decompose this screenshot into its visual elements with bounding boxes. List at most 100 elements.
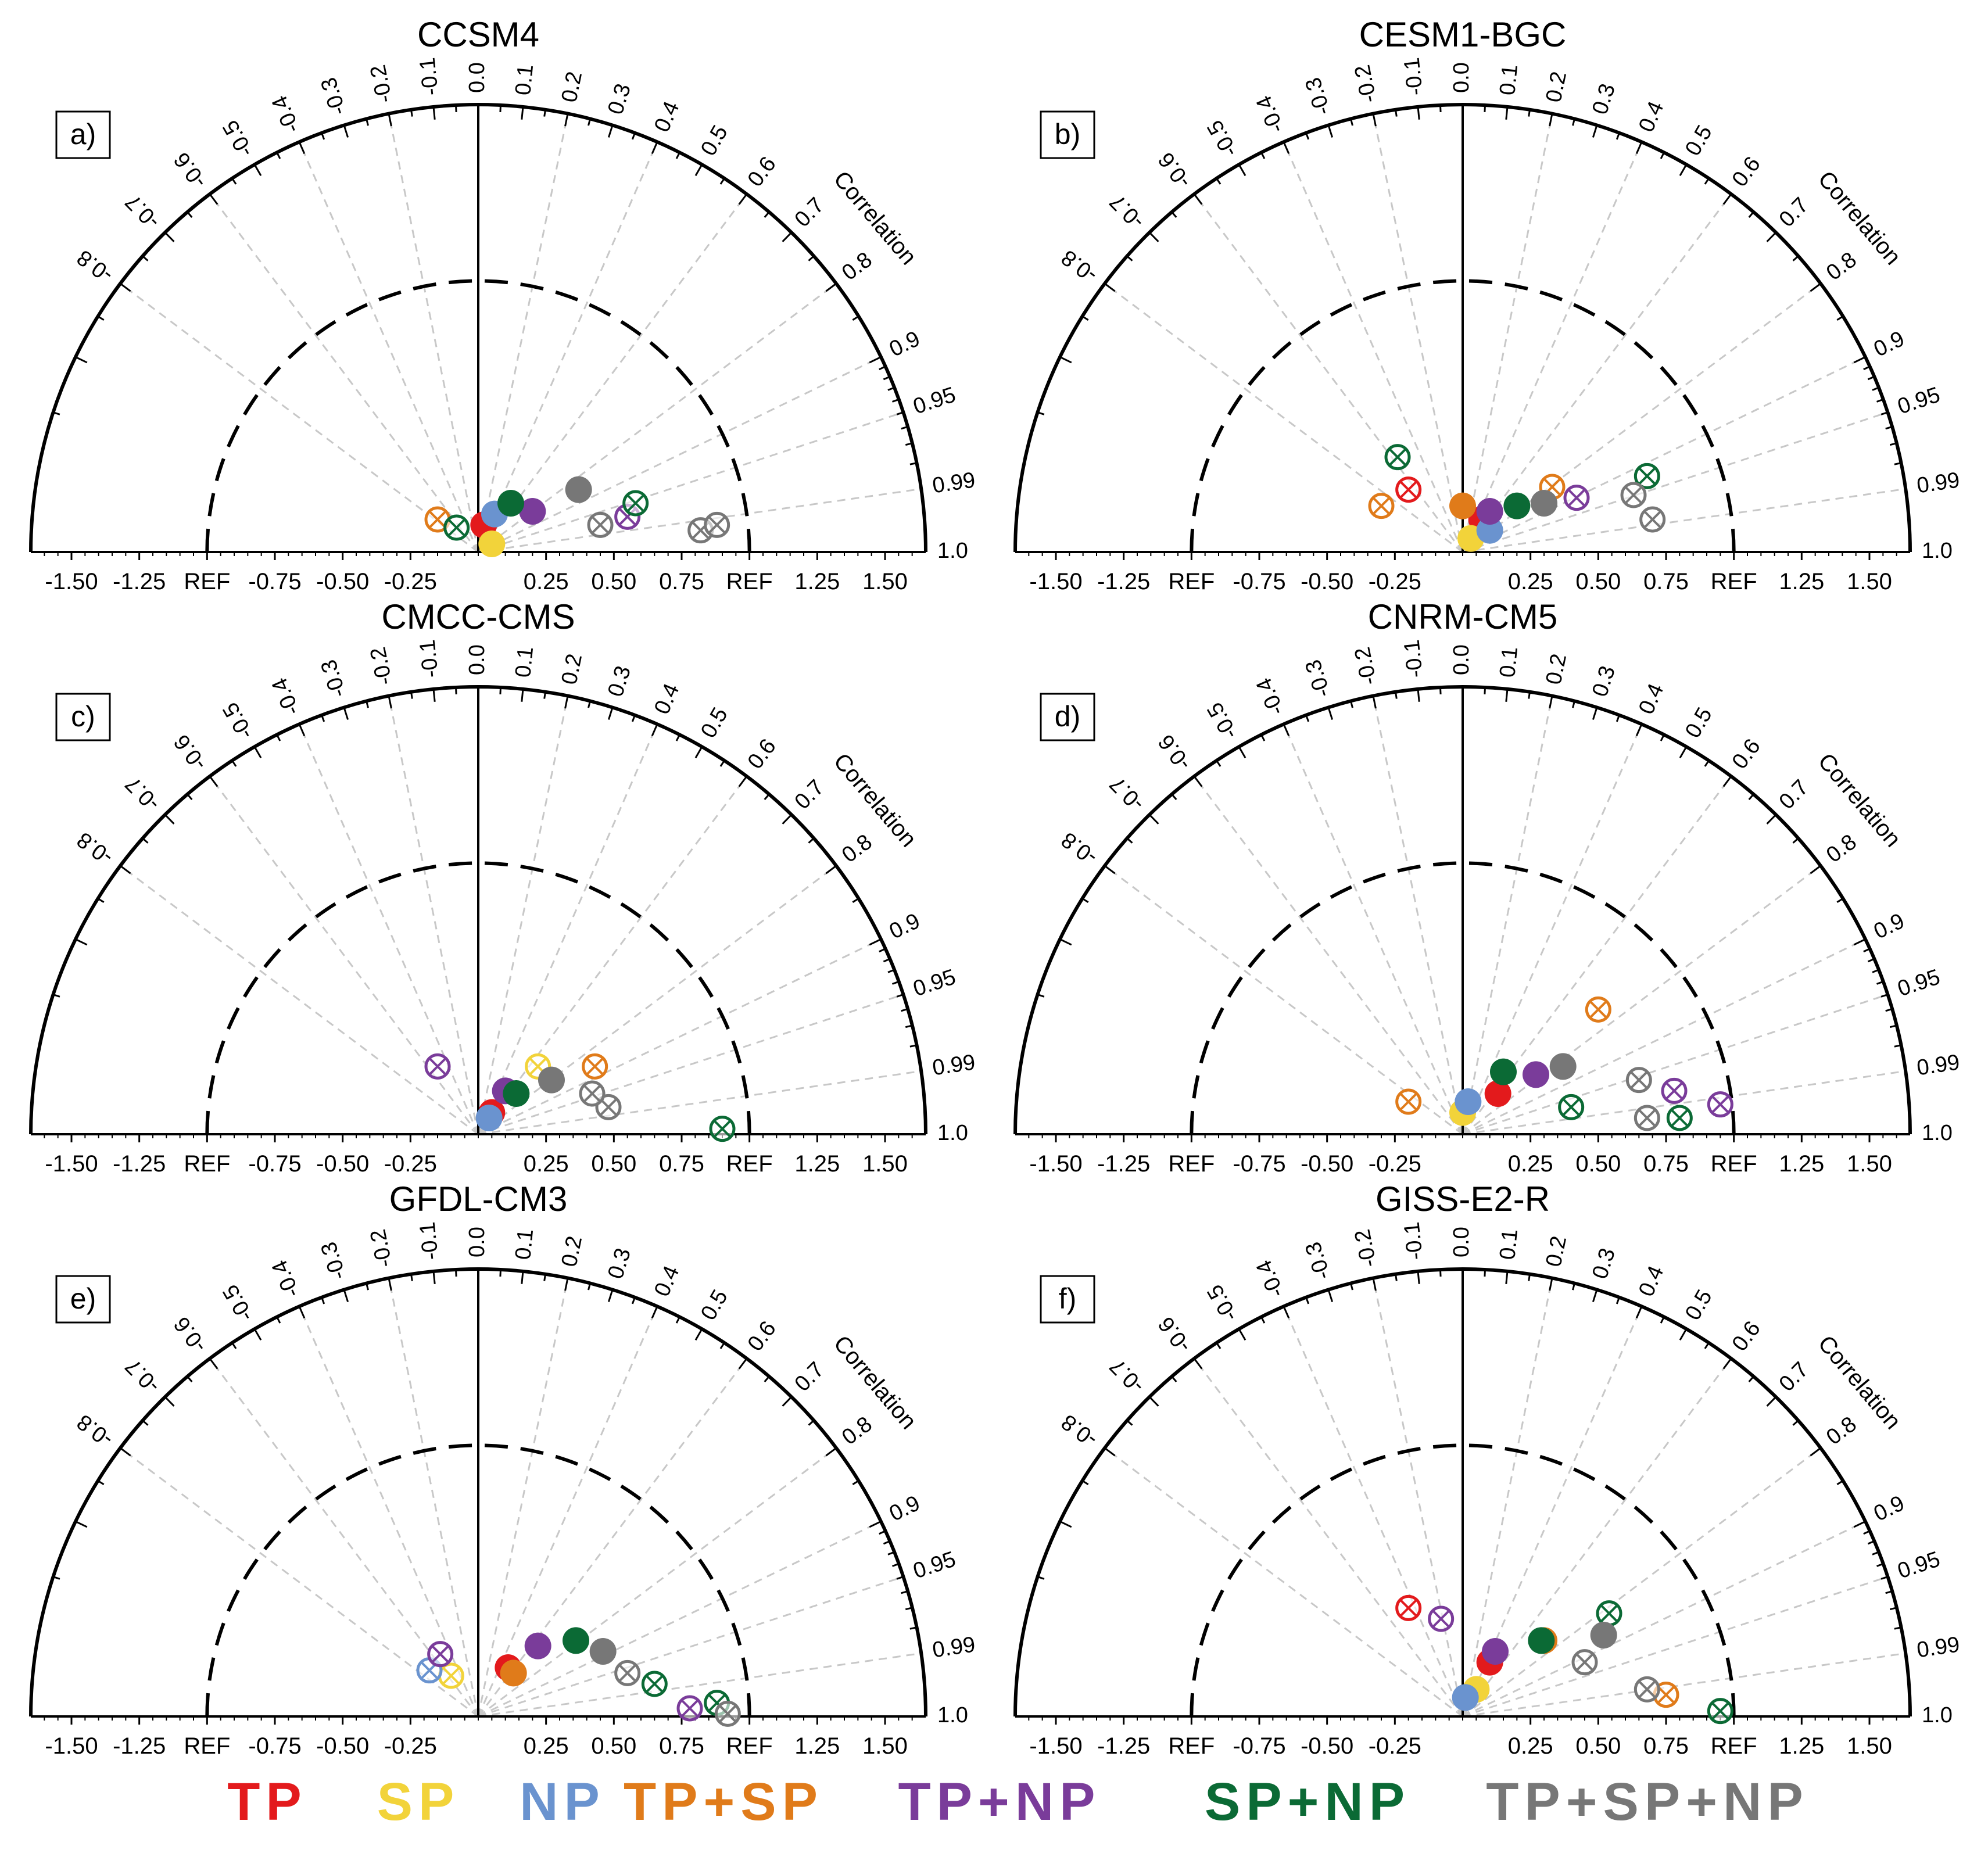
correlation-tick-label: 0.7 <box>1775 193 1814 232</box>
correlation-grid-line <box>1462 1070 1906 1135</box>
correlation-tick-label: 0.9 <box>1870 1491 1908 1526</box>
correlation-tick-label: 0.9 <box>1870 909 1908 944</box>
correlation-tick <box>1417 689 1420 702</box>
correlation-tick-label: 0.5 <box>1681 1286 1717 1325</box>
correlation-tick <box>1395 691 1398 699</box>
correlation-tick <box>253 746 262 758</box>
data-point-tp-np <box>1563 485 1590 511</box>
data-point-cross <box>428 510 447 529</box>
data-point-tp-sp-np <box>1531 490 1557 517</box>
data-point-cross <box>447 518 466 537</box>
correlation-tick <box>231 1342 237 1349</box>
correlation-tick <box>694 746 703 758</box>
correlation-grid-line <box>1462 193 1732 553</box>
x-tick-label: -0.75 <box>1233 1151 1285 1177</box>
data-point-tp-sp-np <box>704 511 730 538</box>
correlation-tick-label: -0.2 <box>366 63 397 105</box>
correlation-grid-line <box>478 1521 882 1718</box>
data-point-tp-np <box>1707 1091 1733 1118</box>
data-point-tp-sp-np <box>614 1660 641 1686</box>
data-point-marker <box>1503 492 1531 519</box>
correlation-tick <box>164 814 175 825</box>
correlation-tick-label: -0.4 <box>267 1256 305 1301</box>
x-tick-label: -0.25 <box>1369 1733 1421 1759</box>
x-tick-label: REF <box>184 1733 230 1759</box>
x-tick-label: -0.50 <box>1301 1733 1353 1759</box>
x-tick-label: -0.75 <box>248 569 301 594</box>
correlation-tick <box>694 164 703 176</box>
correlation-tick <box>607 707 614 720</box>
correlation-tick <box>1372 696 1377 709</box>
correlation-tick <box>1216 1342 1222 1349</box>
x-tick-label: REF <box>726 1151 773 1177</box>
correlation-grid-line <box>1193 193 1464 553</box>
correlation-grid-line <box>1462 865 1821 1135</box>
x-tick-label: REF <box>726 569 773 594</box>
correlation-tick-label: 0.9 <box>1870 327 1908 362</box>
correlation-tick-label: 0.0 <box>1449 1227 1474 1257</box>
correlation-tick-label: 0.5 <box>696 704 733 743</box>
data-point-tp-np <box>676 1695 703 1722</box>
correlation-tick <box>1283 1306 1290 1319</box>
x-tick-label: REF <box>1711 1151 1757 1177</box>
correlation-grid-line <box>477 1306 658 1717</box>
x-tick-label: 0.25 <box>524 1733 569 1759</box>
data-point-cross <box>708 515 726 534</box>
correlation-tick <box>1395 109 1398 117</box>
correlation-tick <box>75 356 88 364</box>
correlation-tick <box>1894 1044 1901 1048</box>
data-point-tp-sp-np <box>1625 1067 1652 1094</box>
correlation-grid-line <box>477 776 748 1135</box>
x-tick-label: 0.25 <box>524 569 569 594</box>
correlation-tick <box>298 1306 306 1319</box>
correlation-tick-label: 0.1 <box>511 63 538 96</box>
x-tick-label: 1.25 <box>794 1151 840 1177</box>
correlation-tick <box>1126 837 1133 844</box>
correlation-tick <box>869 356 882 364</box>
correlation-tick <box>901 1008 908 1012</box>
correlation-grid-line <box>1462 113 1553 553</box>
correlation-tick-label: -0.6 <box>1154 148 1196 193</box>
correlation-grid-line <box>1104 1447 1463 1718</box>
data-point-cross <box>1562 1098 1581 1116</box>
correlation-tick <box>298 723 306 737</box>
correlation-tick-label: 0.95 <box>1894 382 1943 419</box>
correlation-tick <box>499 687 502 695</box>
correlation-tick <box>887 969 895 973</box>
correlation-grid-line <box>209 776 479 1135</box>
data-point-cross <box>586 1057 604 1076</box>
x-tick-label: -1.50 <box>45 1733 98 1759</box>
data-point-sp-np <box>622 490 649 517</box>
correlation-tick <box>75 938 88 946</box>
correlation-tick <box>1660 1316 1665 1324</box>
correlation-tick-label: -0.5 <box>1202 698 1242 744</box>
correlation-tick <box>1572 1283 1575 1291</box>
x-tick-label: 1.25 <box>794 569 840 594</box>
data-point-tp-sp-np <box>1549 1053 1577 1080</box>
correlation-tick <box>366 1283 369 1291</box>
data-point-marker <box>478 531 506 557</box>
data-point-tp-np <box>519 498 546 525</box>
data-point-cross <box>618 1664 637 1682</box>
correlation-tick <box>187 793 193 800</box>
correlation-tick-label: 0.7 <box>1775 1357 1814 1396</box>
correlation-tick-label: -0.5 <box>218 698 258 744</box>
x-tick-label: 1.25 <box>1779 569 1824 594</box>
x-tick-label: 1.50 <box>1847 569 1892 594</box>
correlation-tick <box>1350 119 1353 126</box>
correlation-tick <box>142 1420 149 1426</box>
panel-label-box <box>55 110 111 159</box>
x-tick-label: -1.50 <box>1029 1151 1082 1177</box>
data-point-marker <box>519 498 546 525</box>
data-point-sp-np <box>1666 1105 1693 1131</box>
data-point-np <box>1455 1088 1482 1115</box>
data-point-cross <box>428 1057 447 1076</box>
correlation-tick <box>1836 898 1844 903</box>
correlation-tick <box>1528 1274 1531 1281</box>
correlation-tick <box>1395 1274 1398 1281</box>
correlation-grid-line <box>478 356 882 553</box>
x-tick-label: 1.50 <box>862 1151 908 1177</box>
data-point-marker <box>503 1080 530 1107</box>
correlation-grid-line <box>1462 1652 1906 1718</box>
